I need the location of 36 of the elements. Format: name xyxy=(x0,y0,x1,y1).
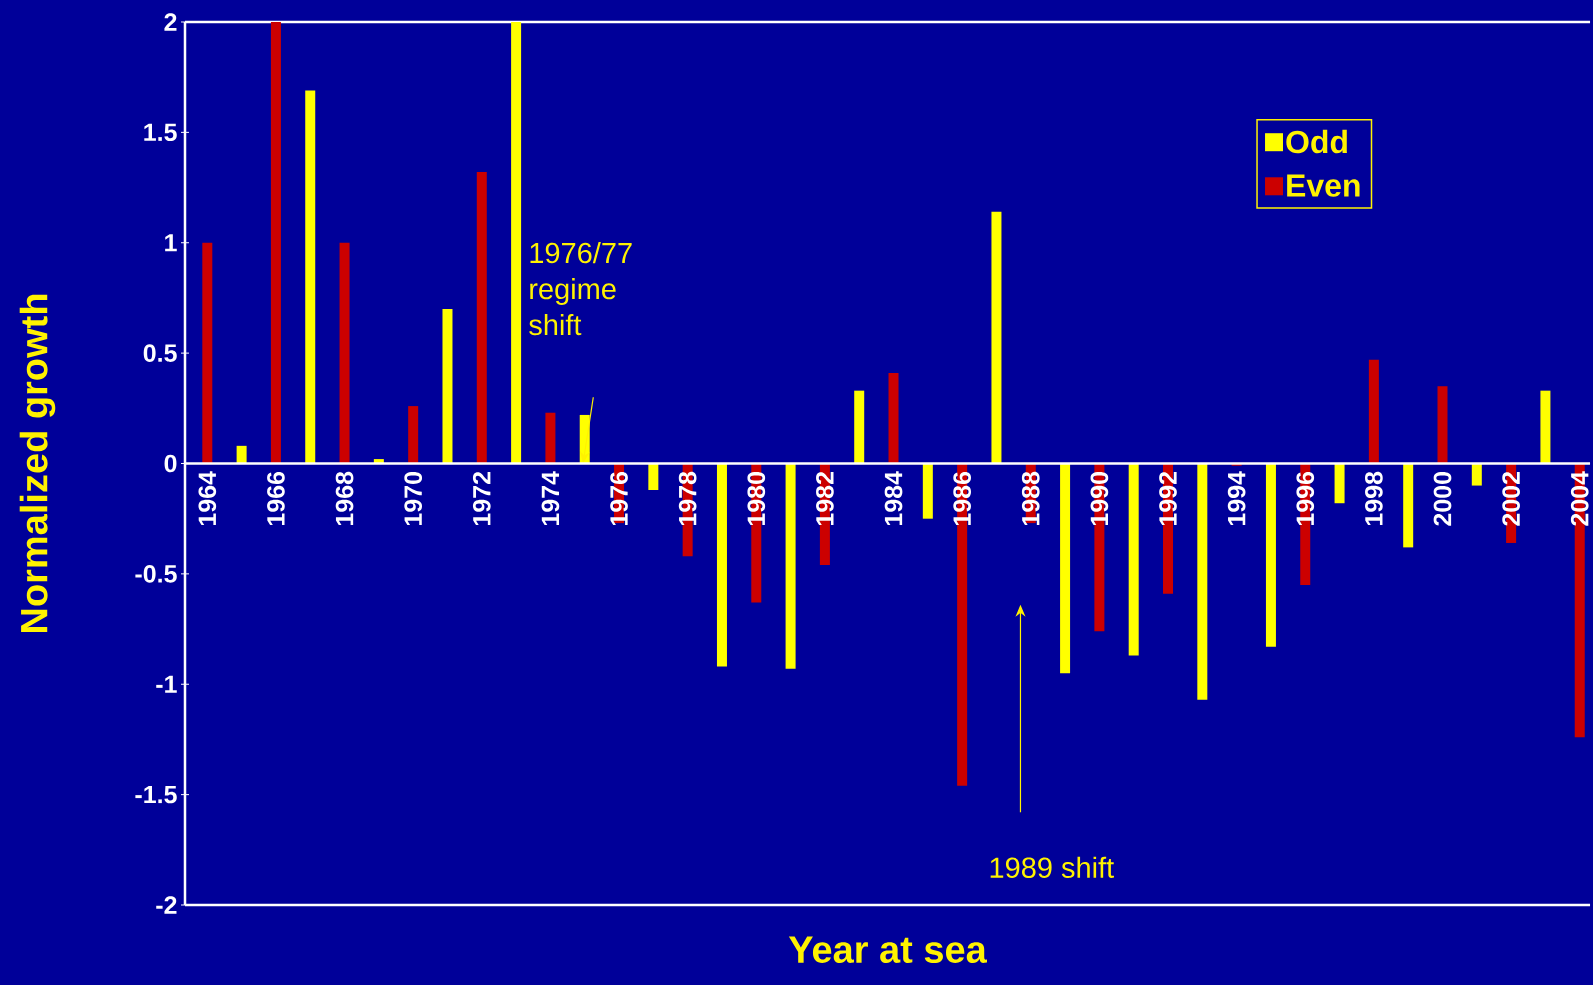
y-axis-title: Normalized growth xyxy=(19,294,56,632)
annotation: 1989 shift xyxy=(990,856,1114,878)
x-tick-label: 1990 xyxy=(1090,472,1109,526)
x-tick-label: 1966 xyxy=(267,471,285,526)
y-tick-label: -0.5 xyxy=(135,565,177,583)
y-tick-label: 0 xyxy=(164,454,177,473)
x-tick-label: 2002 xyxy=(1502,472,1520,526)
x-tick-label: 1964 xyxy=(198,471,217,526)
legend-label: Even xyxy=(1287,174,1360,197)
annotation: 1976/77 regime shift xyxy=(529,241,632,336)
x-tick-label: 2004 xyxy=(1570,471,1589,526)
x-tick-label: 1998 xyxy=(1365,471,1383,526)
x-axis-title: Year at sea xyxy=(788,936,988,964)
x-tick-label: 2000 xyxy=(1433,472,1452,526)
y-tick-label: 1.5 xyxy=(144,123,177,142)
x-tick-label: 1972 xyxy=(472,472,491,526)
x-tick-label: 1976 xyxy=(610,471,628,526)
y-tick-label: -1 xyxy=(156,675,177,693)
x-tick-label: 1978 xyxy=(678,471,697,526)
x-tick-label: 1970 xyxy=(404,472,423,526)
x-tick-label: 1968 xyxy=(335,471,354,526)
y-tick-label: -2 xyxy=(156,896,177,914)
x-tick-label: 1980 xyxy=(747,472,766,526)
x-tick-label: 1994 xyxy=(1227,471,1246,526)
x-tick-label: 1982 xyxy=(816,472,834,526)
y-tick-label: 1 xyxy=(165,234,177,252)
y-tick-label: 0.5 xyxy=(143,344,177,362)
y-tick-label: -1.5 xyxy=(135,785,177,804)
x-tick-label: 1986 xyxy=(953,471,971,526)
x-tick-label: 1984 xyxy=(884,471,903,526)
x-tick-label: 1992 xyxy=(1159,472,1177,526)
x-tick-label: 1974 xyxy=(541,471,560,526)
x-tick-label: 1988 xyxy=(1021,471,1040,526)
x-tick-label: 1996 xyxy=(1296,471,1315,526)
legend-label: Odd xyxy=(1286,129,1347,154)
y-tick-label: 2 xyxy=(164,13,177,31)
